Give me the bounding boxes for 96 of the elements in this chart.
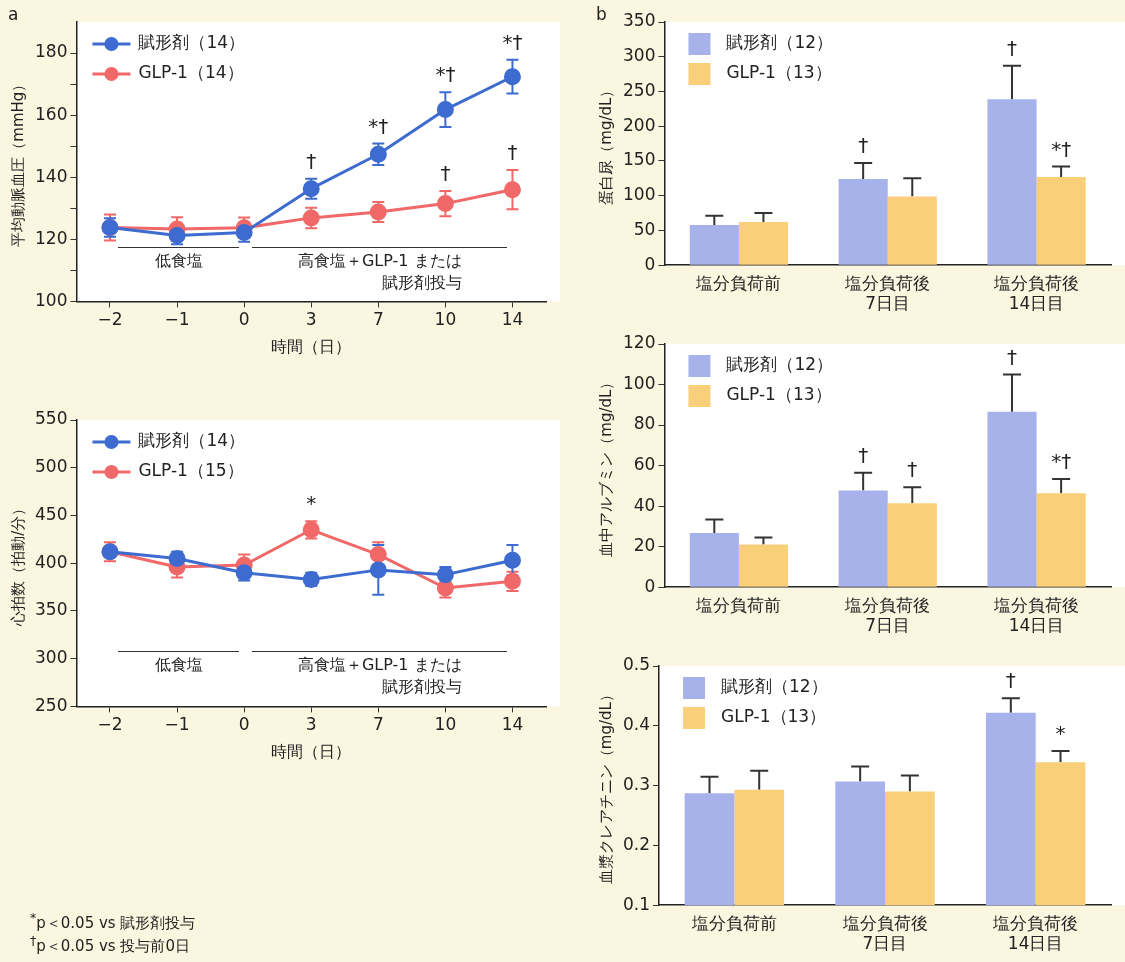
annotation: 高食塩＋GLP-1 または賦形剤投与	[297, 251, 462, 293]
y-axis-title: 血漿クレアチニン（mg/dL）	[596, 687, 615, 885]
x-tick-label: −2	[97, 714, 123, 735]
y-tick-label: 450	[34, 503, 68, 524]
y-tick-label: 250	[622, 79, 656, 100]
text: $^{†}$p＜0.05 vs 投与前0日	[30, 932, 191, 956]
legend-label: 賦形剤（12）	[721, 676, 828, 697]
chart-title: a	[8, 4, 19, 24]
chart-title: b	[596, 4, 607, 24]
y-axis-title: 蛋白尿（mg/dL）	[596, 82, 615, 205]
y-tick-label: 150	[622, 149, 656, 170]
x-tick-label: 7	[372, 309, 384, 330]
legend-label: 賦形剤（14）	[138, 430, 246, 451]
legend-label: 賦形剤（12）	[726, 32, 834, 53]
annotation: †	[1005, 668, 1016, 693]
y-tick-label: 160	[34, 103, 68, 124]
y-tick-label: 120	[622, 332, 656, 353]
annotation: †	[440, 161, 451, 186]
annotation: *	[306, 491, 317, 516]
x-tick-label: 塩分負荷後 14日目	[993, 594, 1080, 636]
x-tick-label: −2	[97, 309, 123, 330]
y-tick-label: 140	[34, 165, 68, 186]
x-tick-label: −1	[164, 714, 190, 735]
y-tick-label: 20	[633, 535, 656, 556]
legend-label: GLP-1（13）	[726, 384, 832, 405]
y-tick-label: 550	[34, 408, 68, 429]
x-tick-label: 10	[434, 309, 457, 330]
x-tick-label: 塩分負荷前	[690, 912, 777, 933]
y-tick-label: 60	[633, 454, 656, 475]
annotation: 高食塩＋GLP-1 または賦形剤投与	[297, 655, 462, 697]
annotation: †	[507, 140, 518, 165]
y-axis-title: 平均動脈血圧（mmHg）	[8, 76, 27, 247]
annotation: *†	[368, 113, 389, 138]
y-tick-label: 50	[633, 218, 656, 239]
x-tick-label: 14	[501, 309, 524, 330]
y-tick-label: 0.4	[622, 714, 651, 735]
annotation: 低食塩	[154, 655, 203, 675]
annotation: *	[1055, 721, 1066, 746]
legend-label: GLP-1（13）	[721, 706, 827, 727]
legend-label: 賦形剤（14）	[138, 32, 246, 53]
x-tick-label: −1	[164, 309, 190, 330]
annotation: *†	[1051, 449, 1072, 474]
y-tick-label: 100	[622, 372, 656, 393]
y-tick-label: 500	[34, 456, 68, 477]
y-tick-label: 0.1	[622, 893, 651, 914]
legend-label: GLP-1（13）	[726, 62, 832, 83]
legend-label: 賦形剤（12）	[726, 354, 834, 375]
y-tick-label: 300	[34, 647, 68, 668]
y-tick-label: 200	[622, 114, 656, 135]
x-tick-label: 塩分負荷後 14日目	[992, 912, 1079, 954]
y-tick-label: 400	[34, 551, 68, 572]
annotation: †	[858, 133, 869, 158]
annotation: †	[1007, 35, 1018, 60]
x-tick-label: 3	[305, 714, 317, 735]
y-tick-label: 0.2	[622, 833, 651, 854]
annotation: *†	[502, 30, 523, 55]
annotation: †	[1007, 344, 1018, 369]
text: $^{*}$p＜0.05 vs 賦形剤投与	[30, 909, 196, 933]
legend-label: GLP-1（15）	[138, 460, 244, 481]
x-tick-label: 塩分負荷後 7日目	[841, 912, 928, 954]
y-tick-label: 0	[644, 575, 656, 596]
x-axis-title: 時間（日）	[271, 336, 352, 356]
annotation: *†	[1051, 136, 1072, 161]
annotation: *†	[435, 62, 456, 87]
x-tick-label: 0	[238, 309, 250, 330]
y-tick-label: 80	[633, 413, 656, 434]
x-tick-label: 塩分負荷前	[695, 594, 782, 615]
legend-label: GLP-1（14）	[138, 62, 244, 83]
y-axis-title: 血中アルブミン（mg/dL）	[596, 374, 615, 557]
annotation: 低食塩	[154, 251, 203, 271]
y-tick-label: 350	[622, 10, 656, 31]
y-tick-label: 0.3	[622, 774, 651, 795]
y-tick-label: 0.5	[622, 654, 651, 675]
x-tick-label: 塩分負荷後 7日目	[844, 272, 931, 314]
y-tick-label: 100	[34, 289, 68, 310]
x-tick-label: 3	[305, 309, 317, 330]
x-tick-label: 7	[372, 714, 384, 735]
x-tick-label: 14	[501, 714, 524, 735]
x-tick-label: 塩分負荷前	[695, 272, 782, 293]
y-tick-label: 350	[34, 599, 68, 620]
y-tick-label: 300	[622, 45, 656, 66]
y-tick-label: 40	[633, 494, 656, 515]
y-axis-title: 心拍数（拍動/分）	[8, 500, 27, 627]
y-tick-label: 100	[622, 184, 656, 205]
x-tick-label: 塩分負荷後 7日目	[844, 594, 931, 636]
y-tick-label: 0	[644, 253, 656, 274]
y-tick-label: 180	[34, 41, 68, 62]
y-tick-label: 250	[34, 694, 68, 715]
x-tick-label: 0	[238, 714, 250, 735]
annotation: †	[907, 457, 918, 482]
x-tick-label: 10	[434, 714, 457, 735]
x-tick-label: 塩分負荷後 14日目	[993, 272, 1080, 314]
annotation: †	[306, 148, 317, 173]
x-axis-title: 時間（日）	[271, 741, 352, 761]
annotation: †	[858, 442, 869, 467]
y-tick-label: 120	[34, 227, 68, 248]
